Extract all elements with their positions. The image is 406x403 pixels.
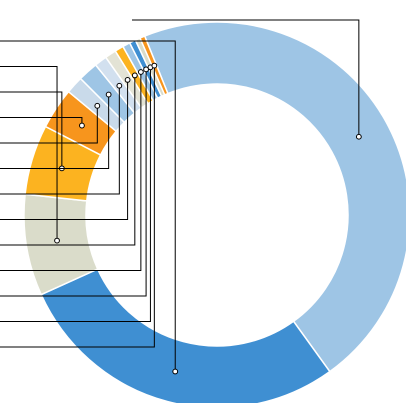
leader-line-7: [0, 91, 112, 169]
donut-slice-2: [40, 268, 331, 403]
leader-line-8: [0, 82, 123, 195]
leader-line-14: [0, 62, 158, 348]
leader-dot-8: [116, 82, 123, 89]
leader-line-2: [0, 40, 179, 375]
leader-line-9: [0, 77, 131, 220]
leader-dot-9: [124, 77, 131, 83]
donut-slices: [23, 21, 406, 403]
leader-lines: [0, 19, 362, 375]
leader-line-1: [132, 19, 362, 140]
leader-line-5: [0, 117, 85, 129]
leader-line-10: [0, 72, 138, 246]
leader-line-3: [0, 66, 60, 244]
leader-line-11: [0, 69, 144, 271]
leader-dot-3: [54, 237, 60, 244]
donut-slice-1: [143, 21, 406, 373]
leader-line-6: [0, 102, 101, 144]
leader-dot-1: [355, 133, 362, 140]
leader-dot-10: [131, 72, 138, 79]
leader-dot-6: [94, 102, 101, 109]
leader-dot-11: [137, 69, 144, 75]
leader-dot-14: [151, 62, 158, 69]
leader-dot-7: [105, 91, 112, 98]
leader-dot-2: [172, 368, 179, 375]
leader-dot-5: [79, 122, 85, 129]
